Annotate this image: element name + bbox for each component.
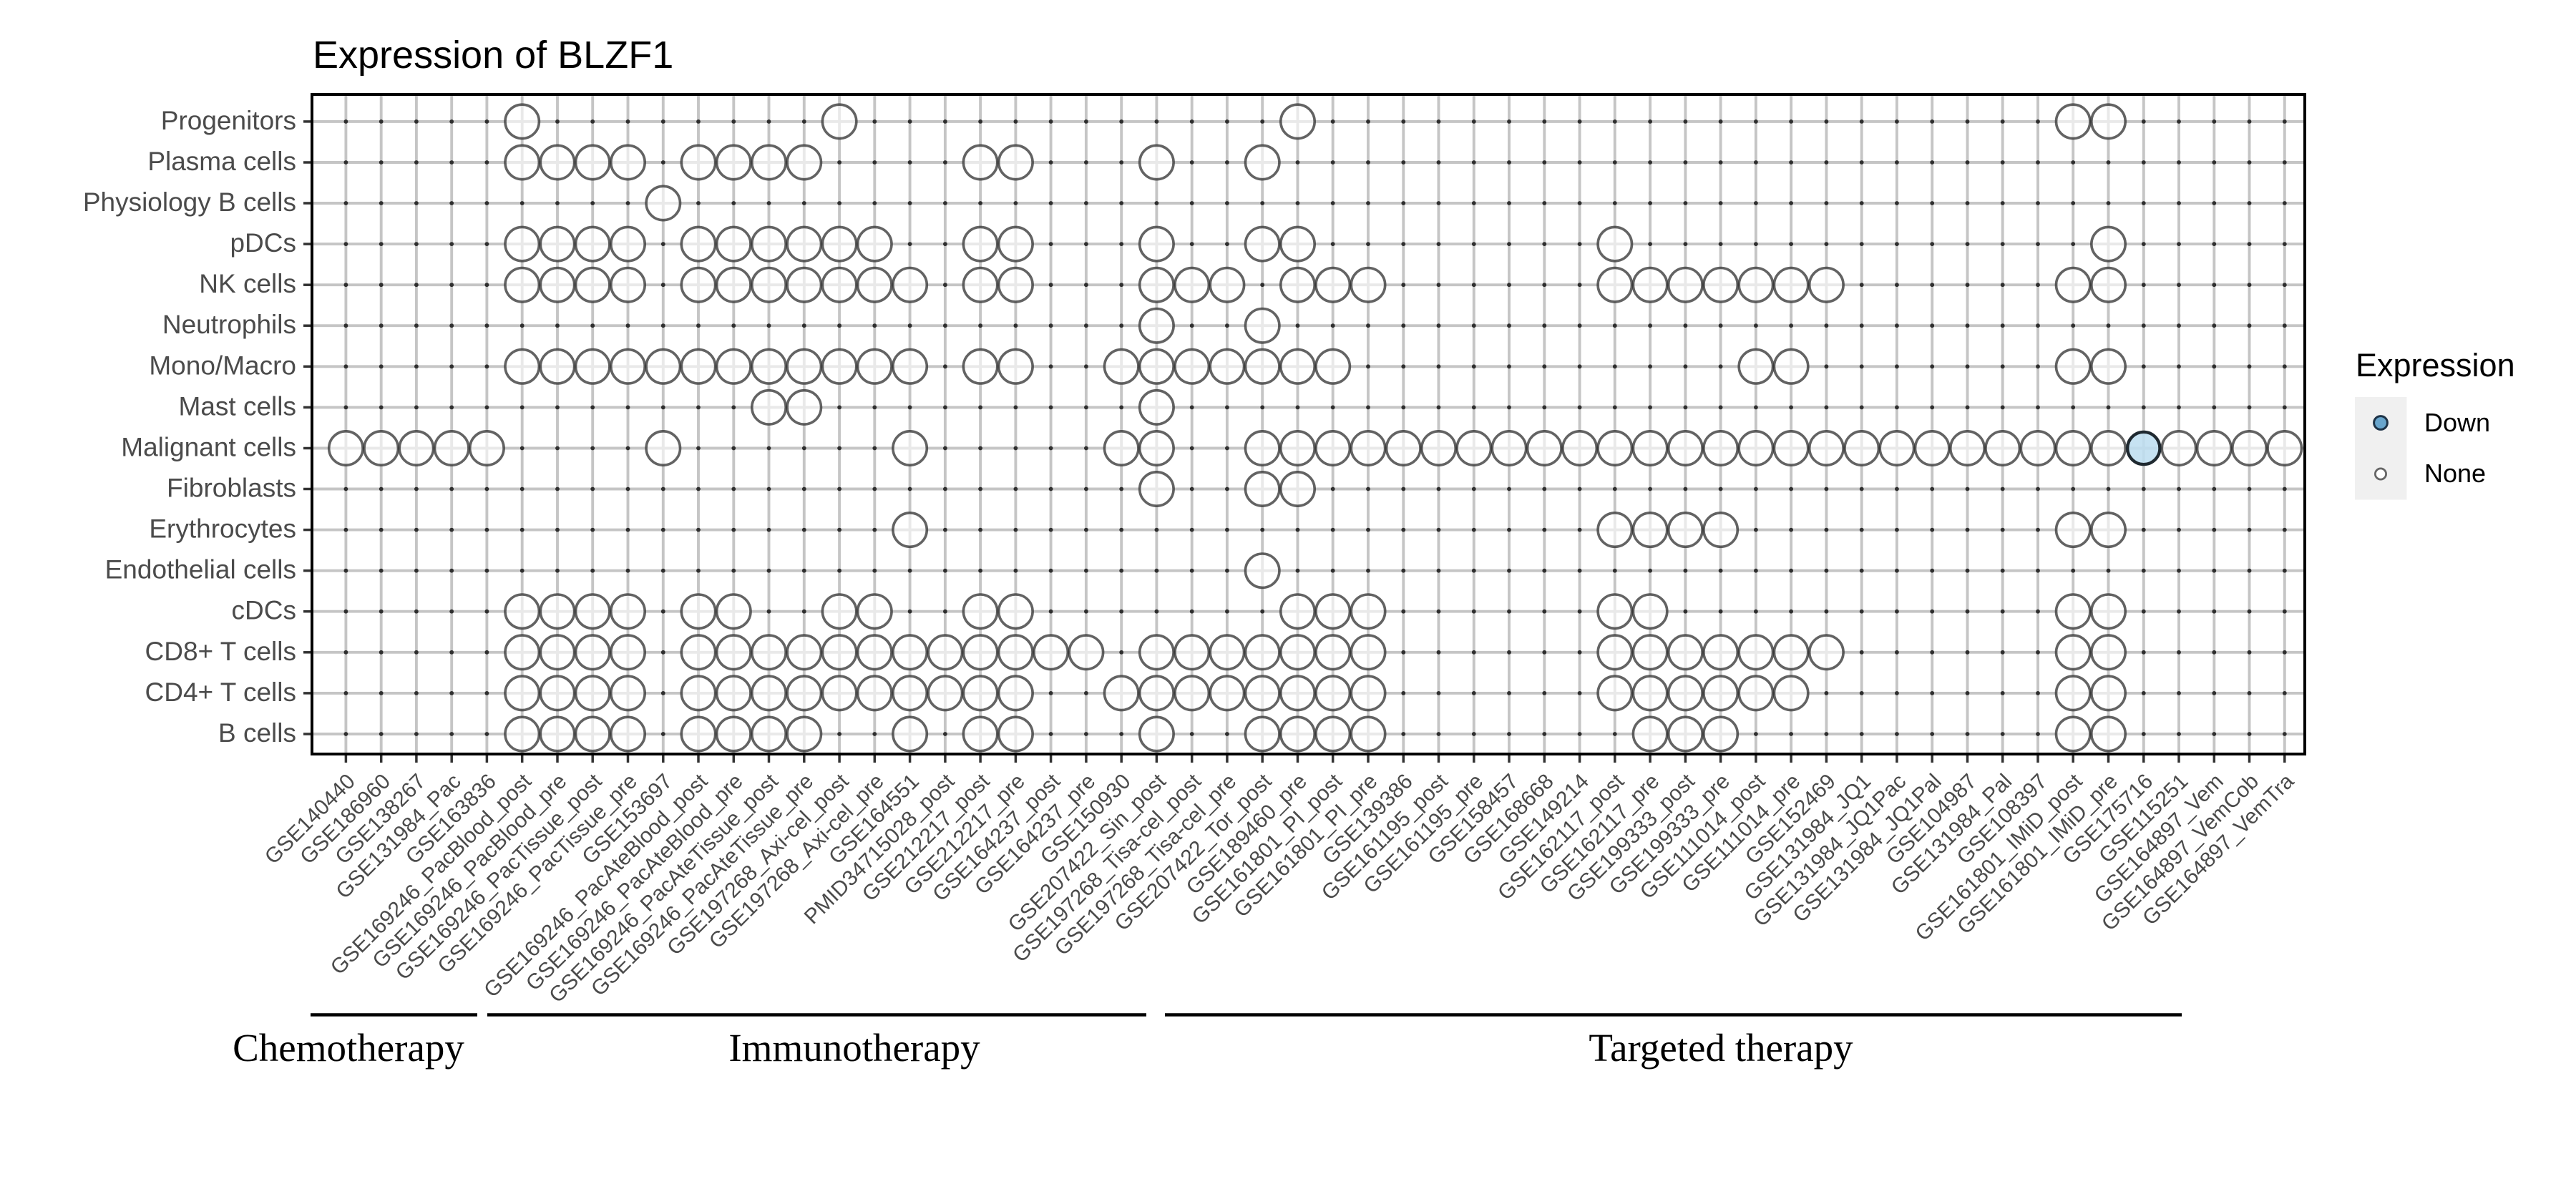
svg-text:B cells: B cells [218,718,296,748]
svg-text:pDCs: pDCs [230,228,296,258]
svg-text:CD8+ T cells: CD8+ T cells [145,637,296,666]
svg-text:Fibroblasts: Fibroblasts [167,474,296,503]
svg-text:Chemotherapy: Chemotherapy [233,1026,464,1070]
svg-text:Mono/Macro: Mono/Macro [149,351,296,380]
svg-text:Expression: Expression [2356,347,2515,383]
svg-text:CD4+ T cells: CD4+ T cells [145,677,296,707]
svg-text:NK cells: NK cells [199,269,296,298]
svg-text:Erythrocytes: Erythrocytes [149,514,296,544]
svg-text:Malignant cells: Malignant cells [121,433,296,462]
svg-text:Down: Down [2424,408,2490,437]
svg-text:Neutrophils: Neutrophils [162,310,296,339]
svg-text:Endothelial cells: Endothelial cells [105,555,296,584]
svg-text:Progenitors: Progenitors [161,106,296,135]
svg-text:Physiology B cells: Physiology B cells [83,187,296,217]
svg-text:None: None [2424,459,2486,488]
svg-text:Targeted therapy: Targeted therapy [1589,1026,1853,1070]
svg-text:Expression of BLZF1: Expression of BLZF1 [313,34,673,77]
svg-text:Plasma cells: Plasma cells [147,147,296,176]
svg-text:cDCs: cDCs [232,596,296,625]
svg-text:Mast cells: Mast cells [179,391,296,421]
svg-text:Immunotherapy: Immunotherapy [728,1026,980,1070]
